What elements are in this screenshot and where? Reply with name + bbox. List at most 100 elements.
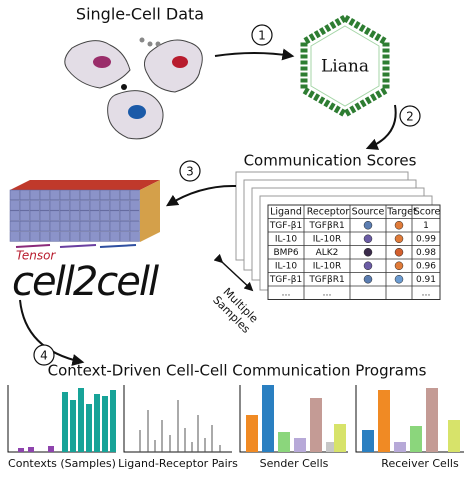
table-cell: 0.96 <box>416 261 436 271</box>
arrow <box>365 104 397 150</box>
output-title: Context-Driven Cell-Cell Communication P… <box>48 362 427 380</box>
cube-side <box>140 180 160 242</box>
table-cell: TGF-β1 <box>269 275 302 285</box>
panel: Ligand-Receptor Pairs <box>118 385 238 470</box>
cube-cell <box>39 189 50 201</box>
arrow <box>165 184 237 207</box>
cube-cell <box>59 189 70 201</box>
scores-title: Communication Scores <box>244 152 417 170</box>
target-icon <box>394 275 404 284</box>
liana-logo: Liana <box>300 13 390 119</box>
cube-cell <box>109 220 120 232</box>
table-cell: TGFβR1 <box>308 221 344 231</box>
cube-cell <box>79 220 90 232</box>
source-icon <box>363 221 373 230</box>
cube-cell <box>59 210 70 221</box>
cube-cell <box>89 200 100 211</box>
table-cell: … <box>282 288 291 298</box>
tool-label: Liana <box>321 57 369 77</box>
table-frame <box>267 204 441 300</box>
cube-cell <box>99 220 110 232</box>
step-badge: 2 <box>399 105 421 127</box>
cube-cell <box>39 210 50 221</box>
cube-cell <box>99 200 110 211</box>
column-header: Receptor <box>307 206 350 217</box>
target-icon <box>394 221 404 230</box>
panel: Contexts (Samples) <box>7 385 116 470</box>
cube-cell <box>49 189 60 201</box>
cube-cell <box>19 189 30 201</box>
cube-cell <box>39 231 50 242</box>
cube-cell <box>39 200 50 211</box>
stack-arrow <box>213 253 254 292</box>
table-cell: 0.91 <box>416 275 436 285</box>
cube-cell <box>9 231 20 242</box>
cube-cell <box>109 231 120 242</box>
cells <box>64 37 203 140</box>
stack-label: MultipleSamples <box>210 284 262 336</box>
cube-cell <box>9 189 20 201</box>
cube-cell <box>89 220 100 232</box>
cube-cell <box>29 189 40 201</box>
table-cell: 0.98 <box>416 248 436 258</box>
table-cell: IL-10R <box>313 261 341 271</box>
cube-cell <box>79 189 90 201</box>
cube-cell <box>59 220 70 232</box>
cube-cell <box>89 231 100 242</box>
source-icon <box>363 234 373 243</box>
context-bar <box>59 244 97 248</box>
target-icon <box>394 261 404 270</box>
cube-cell <box>99 231 110 242</box>
cube-cell <box>29 200 40 211</box>
step-badge: 3 <box>179 160 201 182</box>
cube-cell <box>69 210 80 221</box>
cube-cell <box>69 231 80 242</box>
cube-cell <box>89 210 100 221</box>
cube-cell <box>39 220 50 232</box>
cube-cell <box>79 210 90 221</box>
panel-label: Contexts (Samples) <box>8 457 116 470</box>
cube-cell <box>79 200 90 211</box>
arrow <box>19 299 85 366</box>
column-header: Ligand <box>270 206 302 217</box>
table-cell: BMP6 <box>273 248 298 258</box>
cube-cell <box>59 231 70 242</box>
cube-cell <box>129 231 140 242</box>
cube-cell <box>59 200 70 211</box>
cube-cell <box>109 200 120 211</box>
tensor-cube <box>9 180 160 248</box>
cube-cell <box>129 220 140 232</box>
step-badge: 4 <box>33 344 55 366</box>
cube-top <box>10 180 160 190</box>
method-name: cell2cell <box>12 259 159 305</box>
cube-cell <box>29 220 40 232</box>
cube-cell <box>69 200 80 211</box>
panel: Sender Cells <box>239 385 348 470</box>
cube-cell <box>119 210 130 221</box>
cube-cell <box>19 231 30 242</box>
step-badge: 1 <box>251 24 273 46</box>
source-icon <box>363 275 373 284</box>
cube-cell <box>109 210 120 221</box>
cube-cell <box>49 231 60 242</box>
cube-cell <box>49 220 60 232</box>
target-icon <box>394 234 404 243</box>
cube-cell <box>119 220 130 232</box>
method-prefix: Tensor <box>16 249 56 263</box>
table-cell: 0.99 <box>416 234 436 244</box>
cube-cell <box>119 200 130 211</box>
cube-cell <box>29 210 40 221</box>
cube-cell <box>9 210 20 221</box>
step-number: 3 <box>186 165 194 179</box>
column-header: Score <box>414 206 441 217</box>
target-icon <box>394 248 404 257</box>
panel-label: Sender Cells <box>260 457 329 470</box>
cube-cell <box>129 189 140 201</box>
context-bar <box>99 244 137 248</box>
input-title: Single-Cell Data <box>76 5 204 24</box>
step-number: 4 <box>40 349 48 363</box>
table-cell: IL-10R <box>313 234 341 244</box>
step-number: 1 <box>258 29 266 43</box>
panel: Receiver Cells <box>355 385 464 470</box>
